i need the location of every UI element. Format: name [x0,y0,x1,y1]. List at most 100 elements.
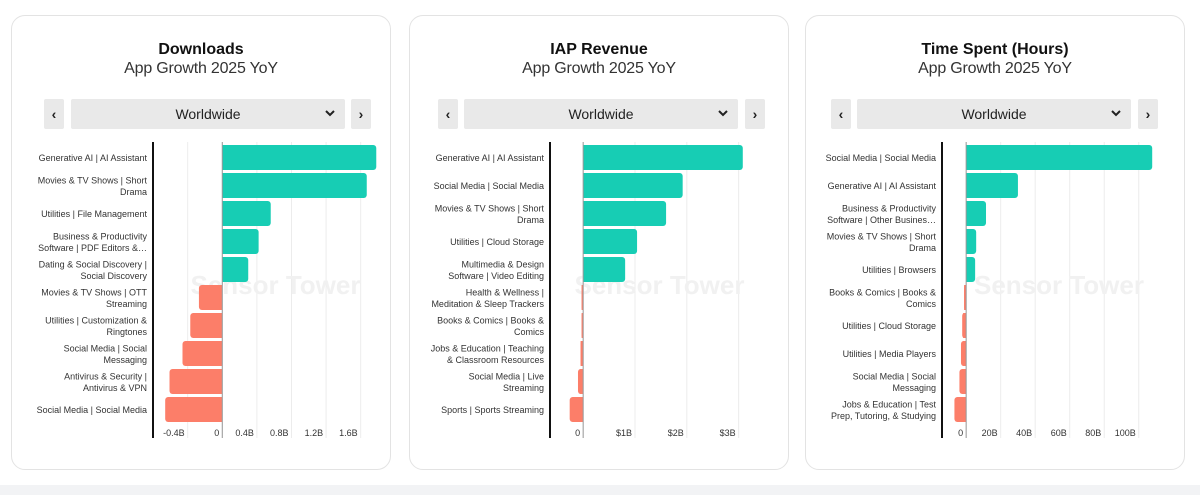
x-tick-label: 80B [1085,428,1101,438]
chevron-right-icon: › [752,106,758,122]
x-tick-label: 0.4B [235,428,254,438]
x-tick-label: 100B [1115,428,1136,438]
bar-base [583,257,587,282]
bar-base [580,397,584,422]
bar-base [219,313,223,338]
category-label: Jobs & Education | Test Prep, Tutoring, &… [831,399,937,421]
bar-base [583,201,587,226]
bar-base [583,229,587,254]
bar[interactable] [165,397,223,422]
chevron-right-icon: › [1145,106,1151,122]
bar[interactable] [583,229,638,254]
bar-base [963,397,967,422]
chevron-down-icon [1111,110,1121,117]
category-label: Social Media | Social Messaging [64,343,147,365]
category-label: Generative AI | AI Assistant [436,153,545,163]
next-region-button[interactable]: › [351,99,371,129]
x-tick-label: 0 [214,428,219,438]
bar[interactable] [222,173,367,198]
bar-base [966,201,970,226]
category-label: Antivirus & Security | Antivirus & VPN [64,371,147,393]
chevron-left-icon: ‹ [445,106,451,122]
bar[interactable] [222,229,259,254]
region-dropdown[interactable]: Worldwide [71,99,345,129]
bar-base [966,173,970,198]
bar-base [583,145,587,170]
prev-region-button[interactable]: ‹ [438,99,458,129]
bar[interactable] [222,201,271,226]
panel-subtitle: App Growth 2025 YoY [918,60,1072,77]
category-label: Utilities | File Management [41,209,147,219]
bar[interactable] [182,341,223,366]
bar-base [963,313,967,338]
category-label: Jobs & Education | Teaching & Classroom R… [431,343,545,365]
bar[interactable] [190,313,223,338]
bar-base [963,369,967,394]
category-label: Business & Productivity Software | Other … [827,203,936,225]
category-label: Utilities | Cloud Storage [450,237,544,247]
bar-base [219,341,223,366]
bar[interactable] [966,145,1153,170]
bar[interactable] [222,257,249,282]
x-tick-label: 0 [575,428,580,438]
region-dropdown[interactable]: Worldwide [857,99,1131,129]
bar-base [963,341,967,366]
bottom-band [0,485,1200,495]
category-label: Books & Comics | Books & Comics [829,287,936,309]
category-label: Sports | Sports Streaming [441,405,544,415]
panel-subtitle: App Growth 2025 YoY [522,60,676,77]
x-tick-label: 1.2B [305,428,324,438]
chevron-down-icon [325,110,335,117]
bar[interactable] [583,173,683,198]
bar[interactable] [966,201,987,226]
category-label: Movies & TV Shows | Short Drama [435,203,545,225]
panel-title: IAP Revenue [550,41,648,58]
x-tick-label: -0.4B [163,428,185,438]
bar-base [219,285,223,310]
chevron-right-icon: › [358,106,364,122]
category-label: Utilities | Customization & Ringtones [45,315,147,337]
bar-base [581,313,584,338]
bar-base [581,285,584,310]
bar[interactable] [966,173,1018,198]
panel-title: Time Spent (Hours) [921,41,1069,58]
bar-base [580,341,584,366]
region-dropdown[interactable]: Worldwide [464,99,738,129]
next-region-button[interactable]: › [1138,99,1158,129]
bar[interactable] [198,285,223,310]
chevron-down-icon [718,110,728,117]
x-tick-label: $3B [720,428,736,438]
time-spent-chart: Sensor Tower Social Media | Social Media G… [826,142,1153,438]
bar-base [583,173,587,198]
bar-base [222,173,226,198]
next-region-button[interactable]: › [745,99,765,129]
bar[interactable] [583,145,743,170]
prev-region-button[interactable]: ‹ [831,99,851,129]
bar-base [966,145,970,170]
category-label: Social Media | Social Media [37,405,147,415]
chevron-left-icon: ‹ [838,106,844,122]
region-dropdown-value: Worldwide [568,106,634,122]
bar[interactable] [222,145,377,170]
bar-base [222,201,226,226]
bar[interactable] [169,369,223,394]
bar-base [222,145,226,170]
bar[interactable] [583,201,667,226]
category-label: Generative AI | AI Assistant [828,181,937,191]
category-label: Utilities | Media Players [843,349,937,359]
prev-region-button[interactable]: ‹ [44,99,64,129]
bar-base [219,369,223,394]
time-spent-panel: Time Spent (Hours) App Growth 2025 YoY ‹… [805,15,1185,470]
category-label: Social Media | Live Streaming [469,371,544,393]
bar-base [222,229,226,254]
x-tick-label: 20B [982,428,998,438]
bar[interactable] [583,257,626,282]
panel-title: Downloads [158,41,244,58]
region-dropdown-value: Worldwide [961,106,1027,122]
bar[interactable] [569,397,584,422]
panel-subtitle: App Growth 2025 YoY [124,60,278,77]
watermark-text: Sensor Tower [974,270,1144,300]
bar-base [222,257,226,282]
